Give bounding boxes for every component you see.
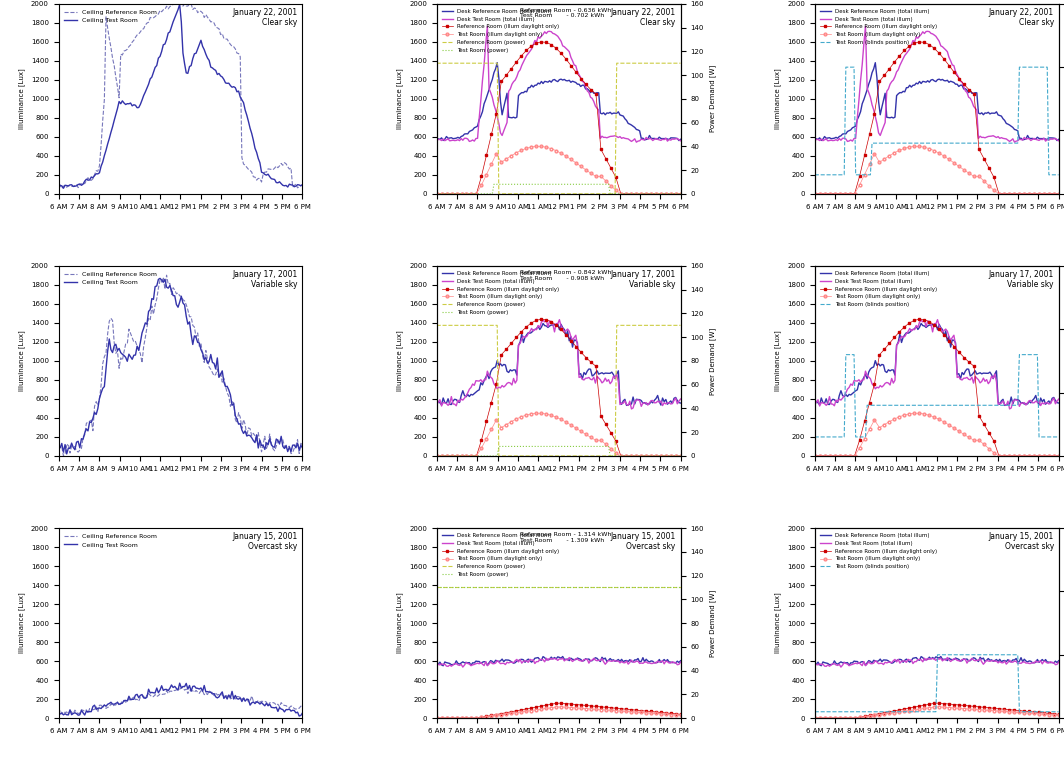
Text: January 15, 2001
Overcast sky: January 15, 2001 Overcast sky xyxy=(611,532,676,551)
Y-axis label: Illuminance [Lux]: Illuminance [Lux] xyxy=(775,593,781,654)
Y-axis label: Power Demand [W]: Power Demand [W] xyxy=(710,327,716,395)
Y-axis label: Illuminance [Lux]: Illuminance [Lux] xyxy=(775,68,781,129)
Legend: Desk Reference Room (total illum), Desk Test Room (total illum), Reference Room : Desk Reference Room (total illum), Desk … xyxy=(817,269,940,310)
Text: January 17, 2001
Variable sky: January 17, 2001 Variable sky xyxy=(232,270,298,290)
Text: Reference Room - 1.314 kWh
Test Room       - 1.309 kWh: Reference Room - 1.314 kWh Test Room - 1… xyxy=(519,532,611,543)
Legend: Desk Reference Room (total illum), Desk Test Room (total illum), Reference Room : Desk Reference Room (total illum), Desk … xyxy=(817,7,940,47)
Text: January 17, 2001
Variable sky: January 17, 2001 Variable sky xyxy=(611,270,676,290)
Legend: Desk Reference Room (total illum), Desk Test Room (total illum), Reference Room : Desk Reference Room (total illum), Desk … xyxy=(439,269,562,317)
Text: January 22, 2001
Clear sky: January 22, 2001 Clear sky xyxy=(232,8,298,27)
Legend: Desk Reference Room (total illum), Desk Test Room (total illum), Reference Room : Desk Reference Room (total illum), Desk … xyxy=(817,531,940,571)
Y-axis label: Illuminance [Lux]: Illuminance [Lux] xyxy=(775,330,781,392)
Legend: Desk Reference Room (total illum), Desk Test Room (total illum), Reference Room : Desk Reference Room (total illum), Desk … xyxy=(439,7,562,55)
Text: January 22, 2001
Clear sky: January 22, 2001 Clear sky xyxy=(988,8,1053,27)
Legend: Ceiling Reference Room, Ceiling Test Room: Ceiling Reference Room, Ceiling Test Roo… xyxy=(62,7,160,26)
Text: January 22, 2001
Clear sky: January 22, 2001 Clear sky xyxy=(611,8,676,27)
Y-axis label: Illuminance [Lux]: Illuminance [Lux] xyxy=(397,593,403,654)
Legend: Desk Reference Room (total illum), Desk Test Room (total illum), Reference Room : Desk Reference Room (total illum), Desk … xyxy=(439,531,562,579)
Legend: Ceiling Reference Room, Ceiling Test Room: Ceiling Reference Room, Ceiling Test Roo… xyxy=(62,531,160,550)
Legend: Ceiling Reference Room, Ceiling Test Room: Ceiling Reference Room, Ceiling Test Roo… xyxy=(62,269,160,288)
Y-axis label: Power Demand [W]: Power Demand [W] xyxy=(710,590,716,657)
Y-axis label: Illuminance [Lux]: Illuminance [Lux] xyxy=(397,330,403,392)
Y-axis label: Illuminance [Lux]: Illuminance [Lux] xyxy=(18,593,26,654)
Text: January 15, 2001
Overcast sky: January 15, 2001 Overcast sky xyxy=(988,532,1053,551)
Text: January 17, 2001
Variable sky: January 17, 2001 Variable sky xyxy=(988,270,1053,290)
Y-axis label: Illuminance [Lux]: Illuminance [Lux] xyxy=(397,68,403,129)
Y-axis label: Illuminance [Lux]: Illuminance [Lux] xyxy=(18,330,26,392)
Y-axis label: Power Demand [W]: Power Demand [W] xyxy=(710,65,716,132)
Text: Reference Room - 0.636 kWh
Test Room       - 0.702 kWh: Reference Room - 0.636 kWh Test Room - 0… xyxy=(519,8,611,18)
Text: Reference Room - 0.842 kWh
Test Room       - 0.908 kWh: Reference Room - 0.842 kWh Test Room - 0… xyxy=(519,270,611,280)
Text: January 15, 2001
Overcast sky: January 15, 2001 Overcast sky xyxy=(232,532,298,551)
Y-axis label: Illuminance [Lux]: Illuminance [Lux] xyxy=(18,68,26,129)
